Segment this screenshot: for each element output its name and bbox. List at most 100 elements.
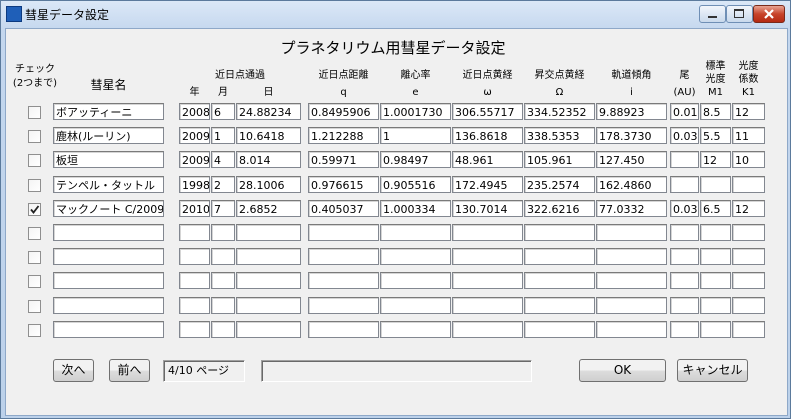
orbit-field[interactable]: 2009 [179,127,210,145]
next-button[interactable]: 次へ [53,359,94,382]
maximize-button[interactable] [726,5,753,23]
row-checkbox[interactable] [28,106,41,119]
orbit-field[interactable] [452,272,523,290]
orbit-field[interactable] [700,175,731,193]
orbit-field[interactable] [670,175,699,193]
orbit-field[interactable] [700,272,731,290]
row-checkbox[interactable] [28,178,41,192]
orbit-field[interactable] [380,296,451,314]
row-checkbox[interactable] [28,130,41,144]
row-checkbox[interactable] [28,154,41,168]
orbit-field[interactable]: 0.03 [670,199,699,217]
orbit-field[interactable] [179,272,210,290]
orbit-field[interactable] [211,248,235,266]
orbit-field[interactable]: 4 [211,151,235,169]
orbit-field[interactable] [179,224,210,241]
orbit-field[interactable] [700,248,731,266]
row-checkbox[interactable] [28,299,41,313]
orbit-field[interactable] [452,248,523,266]
orbit-field[interactable] [179,296,210,314]
orbit-field[interactable]: 10 [732,151,765,169]
orbit-field[interactable] [670,151,699,169]
orbit-field[interactable] [524,272,595,290]
orbit-field[interactable]: 11 [732,127,765,145]
orbit-field[interactable] [308,320,379,338]
comet-name-field[interactable] [53,224,164,241]
orbit-field[interactable]: 0.03 [670,127,699,145]
orbit-field[interactable]: 162.4860 [596,175,667,193]
orbit-field[interactable]: 2008 [179,103,210,120]
orbit-field[interactable]: 1 [211,127,235,145]
orbit-field[interactable]: 24.88234 [236,103,301,120]
orbit-field[interactable]: 0.59971 [308,151,379,169]
orbit-field[interactable]: 306.55717 [452,103,523,120]
row-checkbox[interactable] [28,323,41,337]
orbit-field[interactable] [308,224,379,241]
orbit-field[interactable] [524,296,595,314]
comet-name-field[interactable]: マックノート C/2009R [53,199,164,217]
orbit-field[interactable] [308,248,379,266]
orbit-field[interactable]: 178.3730 [596,127,667,145]
orbit-field[interactable] [670,320,699,338]
orbit-field[interactable]: 136.8618 [452,127,523,145]
orbit-field[interactable]: 6 [211,103,235,120]
comet-name-field[interactable]: 板垣 [53,151,164,169]
comet-name-field[interactable] [53,296,164,314]
ok-button[interactable]: OK [579,359,666,382]
row-checkbox[interactable] [28,227,41,240]
orbit-field[interactable]: 77.0332 [596,199,667,217]
orbit-field[interactable] [524,320,595,338]
comet-name-field[interactable] [53,320,164,338]
comet-name-field[interactable]: 鹿林(ルーリン) [53,127,164,145]
orbit-field[interactable] [524,224,595,241]
orbit-field[interactable] [236,224,301,241]
comet-name-field[interactable] [53,248,164,266]
orbit-field[interactable] [452,320,523,338]
orbit-field[interactable] [211,224,235,241]
orbit-field[interactable]: 6.5 [700,199,731,217]
orbit-field[interactable] [236,320,301,338]
orbit-field[interactable]: 0.01 [670,103,699,120]
orbit-field[interactable]: 0.405037 [308,199,379,217]
orbit-field[interactable] [700,320,731,338]
orbit-field[interactable] [380,320,451,338]
orbit-field[interactable]: 2.6852 [236,199,301,217]
orbit-field[interactable] [211,320,235,338]
orbit-field[interactable] [596,296,667,314]
orbit-field[interactable]: 5.5 [700,127,731,145]
orbit-field[interactable] [732,175,765,193]
orbit-field[interactable]: 1.000334 [380,199,451,217]
orbit-field[interactable]: 105.961 [524,151,595,169]
comet-name-field[interactable] [53,272,164,290]
orbit-field[interactable] [732,224,765,241]
orbit-field[interactable] [211,272,235,290]
orbit-field[interactable]: 2010 [179,199,210,217]
orbit-field[interactable]: 12 [732,199,765,217]
orbit-field[interactable]: 1 [380,127,451,145]
orbit-field[interactable] [596,224,667,241]
orbit-field[interactable] [596,272,667,290]
orbit-field[interactable] [732,320,765,338]
orbit-field[interactable] [732,272,765,290]
prev-button[interactable]: 前へ [109,359,150,382]
orbit-field[interactable] [236,296,301,314]
orbit-field[interactable]: 1.0001730 [380,103,451,120]
close-button[interactable] [753,5,785,23]
orbit-field[interactable]: 1998 [179,175,210,193]
orbit-field[interactable] [700,224,731,241]
orbit-field[interactable]: 338.5353 [524,127,595,145]
orbit-field[interactable]: 9.88923 [596,103,667,120]
orbit-field[interactable] [380,272,451,290]
orbit-field[interactable]: 127.450 [596,151,667,169]
orbit-field[interactable]: 130.7014 [452,199,523,217]
orbit-field[interactable] [596,248,667,266]
minimize-button[interactable] [699,5,726,23]
orbit-field[interactable]: 0.98497 [380,151,451,169]
orbit-field[interactable]: 7 [211,199,235,217]
orbit-field[interactable] [524,248,595,266]
orbit-field[interactable]: 2 [211,175,235,193]
orbit-field[interactable]: 12 [732,103,765,120]
orbit-field[interactable] [732,248,765,266]
orbit-field[interactable] [700,296,731,314]
orbit-field[interactable] [236,248,301,266]
